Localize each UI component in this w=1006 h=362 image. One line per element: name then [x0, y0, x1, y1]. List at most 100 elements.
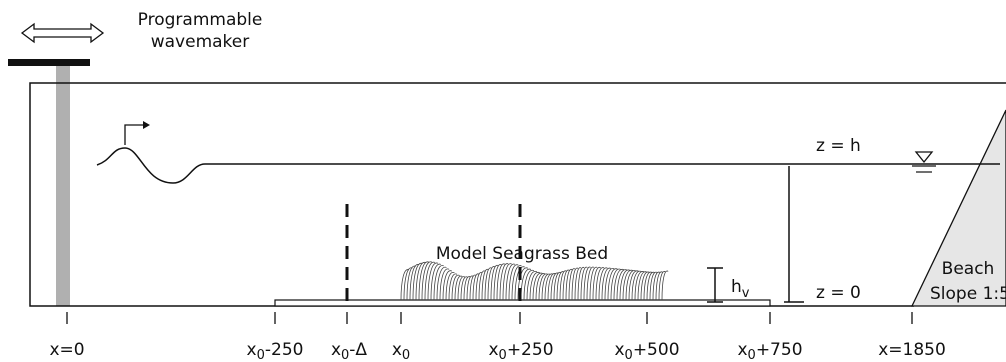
wave-direction-arrow — [124, 121, 150, 145]
water-level-bottom-label: z = 0 — [816, 283, 861, 303]
seagrass-blade — [469, 274, 477, 301]
seagrass-blade — [625, 270, 637, 301]
seagrass-blade — [400, 269, 410, 301]
canopy-height-label: hv — [731, 277, 750, 301]
water-level-top-label: z = h — [816, 136, 861, 156]
seagrass-blades — [400, 261, 669, 301]
seagrass-blade — [577, 266, 585, 301]
tick-label-x0-minus-250: x0-250 — [247, 340, 304, 362]
seagrass-blade — [544, 273, 554, 301]
tick-label-x0-plus-500: x0+500 — [614, 340, 679, 362]
seagrass-blade — [439, 268, 450, 301]
wavemaker-paddle — [56, 66, 70, 306]
seagrass-blade — [415, 262, 426, 301]
seagrass-bed-label: Model Seagrass Bed — [436, 244, 608, 264]
seagrass-blade — [541, 273, 551, 301]
seagrass-blade — [436, 266, 447, 301]
beach-label-line1: Beach — [942, 259, 995, 279]
x-axis-ticks — [66, 312, 913, 324]
seagrass-blade — [430, 263, 442, 301]
seagrass-blade — [574, 267, 582, 301]
wavemaker-label-line2: wavemaker — [151, 32, 250, 52]
seagrass-blade — [592, 266, 601, 301]
seagrass-blade — [499, 263, 509, 301]
seagrass-blade — [553, 271, 562, 301]
seagrass-blade — [478, 270, 486, 301]
seagrass-blade — [571, 267, 579, 301]
seagrass-blade — [604, 268, 615, 301]
seagrass-blade — [493, 264, 502, 301]
seagrass-blade — [475, 271, 483, 301]
wavemaker-bar — [8, 59, 90, 66]
seagrass-blade — [619, 269, 631, 301]
seagrass-blade — [406, 265, 416, 301]
seagrass-blade — [490, 264, 499, 301]
beach-label-line2: Slope 1:5 — [930, 284, 1006, 304]
seagrass-blade — [514, 266, 525, 301]
seagrass-blade — [463, 276, 471, 301]
seagrass-blade — [442, 270, 453, 301]
seagrass-blade — [589, 266, 598, 301]
seagrass-blade — [550, 272, 559, 301]
seagrass-blade — [457, 276, 466, 301]
seagrass-blade — [526, 270, 538, 301]
seagrass-blade — [640, 271, 650, 301]
beach-slope — [910, 109, 1006, 307]
seagrass-blade — [628, 270, 639, 301]
seagrass-blade — [637, 271, 647, 301]
seagrass-blade — [547, 273, 557, 301]
seagrass-blade — [580, 266, 588, 301]
seagrass-blade — [649, 271, 658, 301]
seagrass-blade — [568, 268, 576, 301]
seagrass-blade — [586, 266, 595, 301]
tick-label-x0: x0 — [392, 340, 410, 362]
seagrass-blade — [607, 268, 618, 301]
seagrass-blade — [466, 275, 474, 301]
seagrass-blade — [616, 269, 628, 301]
seagrass-blade — [403, 267, 413, 301]
seagrass-blade — [529, 271, 540, 301]
seagrass-blade — [610, 268, 621, 301]
seagrass-blade — [658, 271, 666, 301]
tick-label-beach-toe: x=1850 — [878, 340, 946, 360]
seagrass-blade — [409, 264, 420, 301]
seagrass-blade — [448, 273, 458, 301]
x-axis-labels: x=0 x0-250 x0-Δ x0 x0+250 x0+500 x0+750 … — [49, 340, 945, 362]
seagrass-blade — [538, 273, 549, 301]
seagrass-blade — [424, 261, 436, 301]
seagrass-blade — [556, 271, 565, 301]
seagrass-blade — [595, 267, 605, 301]
seagrass-blade — [523, 269, 535, 301]
seagrass-blade — [562, 269, 570, 301]
tick-label-x0-plus-750: x0+750 — [737, 340, 802, 362]
seagrass-blade — [412, 262, 423, 301]
tick-label-x0-minus-delta: x0-Δ — [331, 340, 367, 362]
seagrass-blade — [598, 267, 608, 301]
seagrass-blade — [631, 270, 642, 301]
wavemaker-motion-arrow — [20, 22, 105, 44]
seagrass-blade — [532, 272, 543, 301]
seagrass-blade — [652, 271, 661, 301]
wavemaker-label-line1: Programmable — [138, 10, 263, 30]
seagrass-blade — [583, 266, 591, 301]
seagrass-blade — [643, 271, 653, 301]
seagrass-blade — [559, 270, 567, 301]
seagrass-blade — [433, 265, 444, 301]
seagrass-blade — [445, 271, 455, 301]
seagrass-blade — [511, 265, 522, 301]
seagrass-blade — [454, 275, 463, 301]
seagrass-blade — [520, 268, 532, 301]
seagrass-blade — [451, 274, 460, 301]
seagrass-blade — [484, 267, 492, 301]
seagrass-blade — [601, 267, 612, 301]
seagrass-blade — [496, 263, 506, 301]
tick-label-x0-plus-250: x0+250 — [488, 340, 553, 362]
water-surface — [96, 147, 1000, 184]
seagrass-blade — [418, 261, 430, 301]
tick-label-origin: x=0 — [49, 340, 84, 360]
still-water-level-icon — [912, 151, 936, 173]
seagrass-blade — [472, 273, 480, 301]
seagrass-blade — [421, 261, 433, 301]
canopy-height-marker — [707, 267, 723, 303]
seagrass-blade — [535, 273, 546, 301]
